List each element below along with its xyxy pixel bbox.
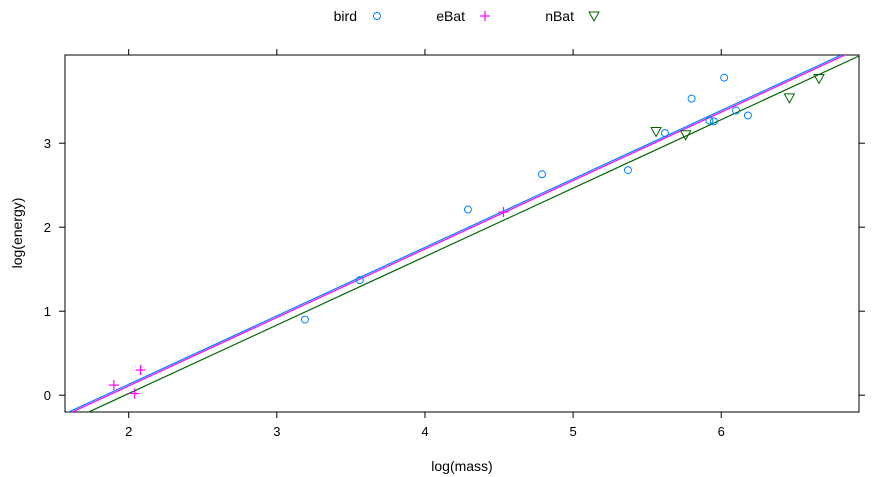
y-tick-label: 3	[44, 136, 51, 151]
legend-label-eBat: eBat	[436, 8, 465, 24]
y-tick-label: 2	[44, 220, 51, 235]
x-tick-label: 2	[125, 424, 132, 439]
legend-marker-nBat	[588, 11, 600, 23]
axes: 2 3 4 5 6 0 1 2 3	[44, 49, 865, 439]
eBat-point	[498, 207, 509, 218]
y-tick-label: 0	[44, 388, 51, 403]
eBat-point	[108, 380, 119, 391]
legend: bird eBat nBat	[334, 8, 600, 24]
bird-point	[623, 166, 632, 175]
eBat-point	[135, 365, 146, 375]
fit-line-eBat	[70, 55, 847, 412]
bird-point	[743, 111, 752, 120]
bird-point	[355, 276, 364, 285]
fit-lines	[67, 55, 859, 412]
y-tick-label: 1	[44, 304, 51, 319]
bird-point	[709, 117, 718, 126]
bird-point	[463, 205, 472, 214]
legend-marker-eBat	[480, 11, 490, 21]
nBat-point	[679, 130, 692, 141]
bird-point	[660, 129, 669, 138]
bird-point	[300, 315, 309, 324]
nBat-point	[813, 74, 825, 85]
legend-label-nBat: nBat	[545, 8, 574, 24]
nBat-point	[783, 93, 796, 104]
x-tick-label: 4	[421, 424, 428, 439]
bird-point	[537, 170, 546, 179]
x-tick-label: 3	[273, 424, 280, 439]
x-axis-title: log(mass)	[431, 458, 492, 474]
x-tick-label: 6	[718, 424, 725, 439]
fit-line-nBat	[87, 55, 859, 412]
bird-point	[687, 94, 696, 103]
nBat-point	[650, 126, 662, 138]
bird-point	[720, 73, 729, 82]
eBat-point	[129, 388, 140, 399]
bird-point	[732, 106, 741, 115]
plot-panel	[64, 54, 860, 413]
y-axis-title: log(energy)	[9, 198, 25, 269]
bird-point	[705, 116, 714, 125]
data-points	[108, 73, 825, 399]
x-tick-label: 5	[569, 424, 576, 439]
legend-label-bird: bird	[334, 8, 357, 24]
fit-line-bird	[67, 55, 843, 412]
legend-marker-bird	[373, 12, 381, 20]
